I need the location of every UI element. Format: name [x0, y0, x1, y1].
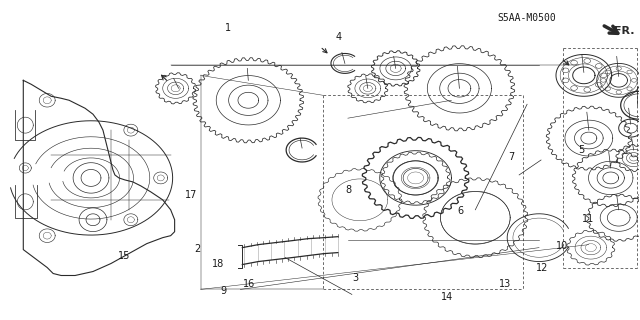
Text: 4: 4	[336, 32, 342, 42]
Text: 2: 2	[195, 244, 201, 254]
Text: 10: 10	[556, 241, 568, 251]
Text: 1: 1	[225, 23, 230, 33]
Text: FR.: FR.	[614, 26, 634, 36]
Text: 5: 5	[578, 146, 584, 156]
Text: 16: 16	[243, 279, 255, 289]
Text: 9: 9	[220, 286, 226, 296]
Text: 15: 15	[118, 251, 130, 260]
Text: 6: 6	[457, 206, 463, 216]
Text: 18: 18	[212, 259, 224, 268]
Text: 11: 11	[582, 214, 594, 224]
Text: 3: 3	[352, 273, 358, 283]
Text: 12: 12	[536, 263, 548, 273]
Text: 14: 14	[442, 292, 454, 302]
Text: 8: 8	[346, 185, 352, 195]
Text: 17: 17	[185, 190, 198, 200]
Text: 7: 7	[508, 152, 515, 162]
Text: S5AA-M0500: S5AA-M0500	[498, 13, 556, 23]
Text: 13: 13	[499, 279, 511, 289]
